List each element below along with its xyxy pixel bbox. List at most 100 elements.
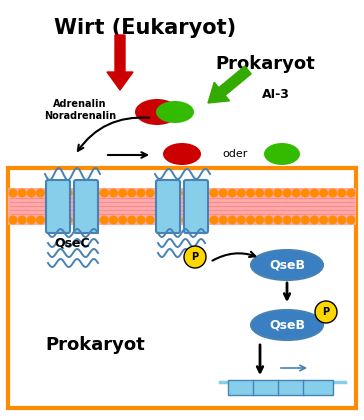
- Circle shape: [118, 215, 127, 225]
- Circle shape: [347, 189, 356, 197]
- Circle shape: [319, 189, 328, 197]
- FancyArrow shape: [208, 66, 251, 103]
- Circle shape: [8, 189, 17, 197]
- Text: oder: oder: [222, 149, 248, 159]
- Circle shape: [255, 215, 264, 225]
- Circle shape: [146, 189, 155, 197]
- Circle shape: [127, 189, 136, 197]
- Ellipse shape: [156, 101, 194, 123]
- Circle shape: [219, 215, 228, 225]
- Circle shape: [246, 215, 255, 225]
- Circle shape: [136, 215, 145, 225]
- Circle shape: [347, 215, 356, 225]
- Circle shape: [91, 189, 100, 197]
- Circle shape: [264, 215, 273, 225]
- Text: Prokaryot: Prokaryot: [215, 55, 315, 73]
- Circle shape: [273, 189, 282, 197]
- Circle shape: [282, 215, 292, 225]
- Circle shape: [315, 301, 337, 323]
- Bar: [8, 168, 356, 408]
- Circle shape: [219, 189, 228, 197]
- Circle shape: [27, 189, 36, 197]
- FancyBboxPatch shape: [46, 180, 70, 233]
- Circle shape: [54, 189, 63, 197]
- Circle shape: [292, 215, 301, 225]
- Circle shape: [17, 215, 27, 225]
- Circle shape: [109, 189, 118, 197]
- Circle shape: [337, 189, 347, 197]
- Text: Prokaryot: Prokaryot: [45, 336, 145, 354]
- FancyArrow shape: [107, 35, 133, 90]
- Circle shape: [200, 189, 209, 197]
- Circle shape: [91, 215, 100, 225]
- Circle shape: [191, 215, 200, 225]
- Circle shape: [82, 215, 91, 225]
- Circle shape: [54, 215, 63, 225]
- Text: Wirt (Eukaryot): Wirt (Eukaryot): [54, 18, 236, 38]
- Circle shape: [17, 189, 27, 197]
- Circle shape: [228, 189, 237, 197]
- Circle shape: [264, 189, 273, 197]
- Circle shape: [237, 215, 246, 225]
- Circle shape: [191, 189, 200, 197]
- Circle shape: [45, 215, 54, 225]
- Circle shape: [337, 215, 347, 225]
- FancyBboxPatch shape: [156, 180, 180, 233]
- Circle shape: [200, 215, 209, 225]
- Circle shape: [319, 215, 328, 225]
- Circle shape: [8, 215, 17, 225]
- Circle shape: [310, 215, 319, 225]
- Circle shape: [155, 189, 164, 197]
- Circle shape: [164, 215, 173, 225]
- Bar: [228, 380, 333, 395]
- Circle shape: [282, 189, 292, 197]
- Circle shape: [155, 215, 164, 225]
- Bar: [8, 188, 356, 225]
- Circle shape: [228, 215, 237, 225]
- Circle shape: [310, 189, 319, 197]
- Ellipse shape: [135, 99, 179, 125]
- Circle shape: [255, 189, 264, 197]
- Circle shape: [292, 189, 301, 197]
- Ellipse shape: [251, 310, 323, 340]
- Ellipse shape: [163, 143, 201, 165]
- Circle shape: [173, 215, 182, 225]
- Text: P: P: [191, 252, 199, 262]
- Circle shape: [36, 189, 45, 197]
- Circle shape: [72, 189, 82, 197]
- Circle shape: [301, 189, 310, 197]
- Text: QseB: QseB: [269, 318, 305, 331]
- Circle shape: [328, 189, 337, 197]
- Text: AI-3: AI-3: [262, 89, 290, 102]
- Circle shape: [82, 189, 91, 197]
- Circle shape: [164, 189, 173, 197]
- Circle shape: [146, 215, 155, 225]
- FancyBboxPatch shape: [184, 180, 208, 233]
- Text: QseB: QseB: [269, 258, 305, 271]
- Circle shape: [36, 215, 45, 225]
- Circle shape: [246, 189, 255, 197]
- Circle shape: [328, 215, 337, 225]
- Text: P: P: [323, 307, 329, 317]
- Text: QseC: QseC: [54, 237, 90, 250]
- Circle shape: [182, 215, 191, 225]
- Circle shape: [118, 189, 127, 197]
- Circle shape: [109, 215, 118, 225]
- Circle shape: [27, 215, 36, 225]
- Circle shape: [100, 215, 109, 225]
- Circle shape: [136, 189, 145, 197]
- Circle shape: [63, 215, 72, 225]
- Circle shape: [237, 189, 246, 197]
- Circle shape: [182, 189, 191, 197]
- Circle shape: [127, 215, 136, 225]
- Circle shape: [209, 189, 218, 197]
- Ellipse shape: [251, 250, 323, 280]
- Circle shape: [100, 189, 109, 197]
- FancyBboxPatch shape: [74, 180, 98, 233]
- Circle shape: [184, 246, 206, 268]
- Circle shape: [173, 189, 182, 197]
- Circle shape: [273, 215, 282, 225]
- Circle shape: [45, 189, 54, 197]
- Circle shape: [209, 215, 218, 225]
- Circle shape: [63, 189, 72, 197]
